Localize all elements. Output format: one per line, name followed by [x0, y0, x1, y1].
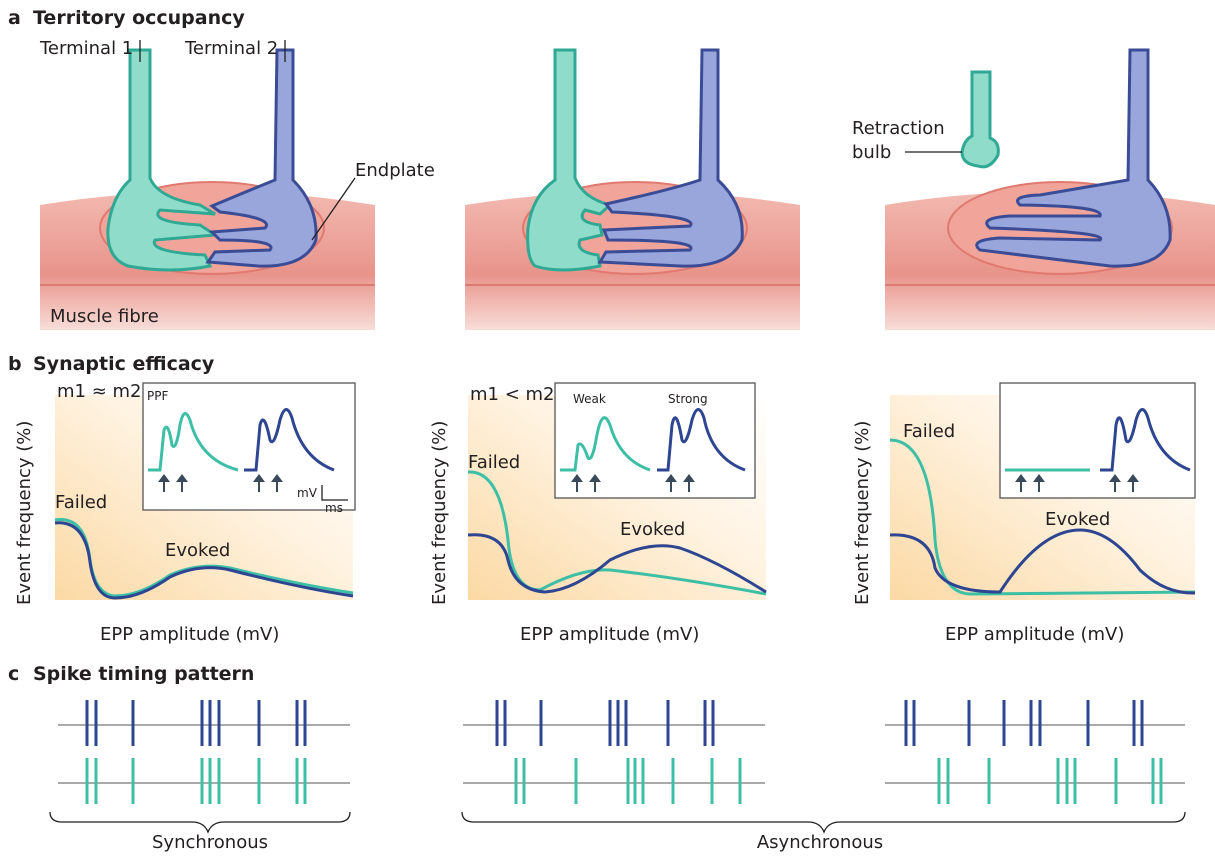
curve-label: Evoked: [620, 519, 685, 540]
curve-label: Failed: [903, 421, 955, 442]
condition: m1 ≈ m2: [57, 381, 142, 402]
curve-label: Evoked: [165, 540, 230, 561]
label: Muscle fibre: [50, 306, 159, 327]
panel-letter: b: [8, 353, 22, 375]
curve-label: Evoked: [1045, 509, 1110, 530]
curve-label: Failed: [55, 492, 107, 513]
scale-label: mV: [297, 486, 318, 500]
y-label: Event frequency (%): [14, 421, 35, 605]
braces: [50, 812, 1185, 832]
condition: m1 < m2: [470, 384, 555, 405]
inset-label: Weak: [573, 392, 606, 406]
panel-letter: c: [8, 663, 19, 685]
label: bulb: [852, 142, 891, 163]
curve-label: Failed: [468, 452, 520, 473]
label: Retraction: [852, 118, 945, 139]
label: Endplate: [355, 160, 435, 181]
scale-label: ms: [325, 501, 343, 515]
y-label: Event frequency (%): [429, 421, 450, 605]
figure: a Territory occupancy Terminal 1 Termina…: [0, 0, 1215, 854]
group-label: Asynchronous: [757, 832, 883, 853]
inset-label: PPF: [147, 389, 168, 403]
x-label: EPP amplitude (mV): [945, 624, 1124, 645]
x-label: EPP amplitude (mV): [520, 624, 699, 645]
label: Terminal 2: [184, 38, 278, 59]
spike-trains: [58, 700, 1185, 804]
x-label: EPP amplitude (mV): [100, 624, 279, 645]
panel-title: Territory occupancy: [33, 7, 245, 29]
label: Terminal 1: [39, 38, 133, 59]
panel-title: Synaptic efficacy: [33, 353, 215, 375]
y-label: Event frequency (%): [852, 421, 873, 605]
panel-letter: a: [8, 7, 21, 29]
terminals: [108, 50, 1170, 270]
inset-label: Strong: [668, 392, 708, 406]
group-label: Synchronous: [152, 832, 268, 853]
panel-title: Spike timing pattern: [33, 663, 254, 685]
